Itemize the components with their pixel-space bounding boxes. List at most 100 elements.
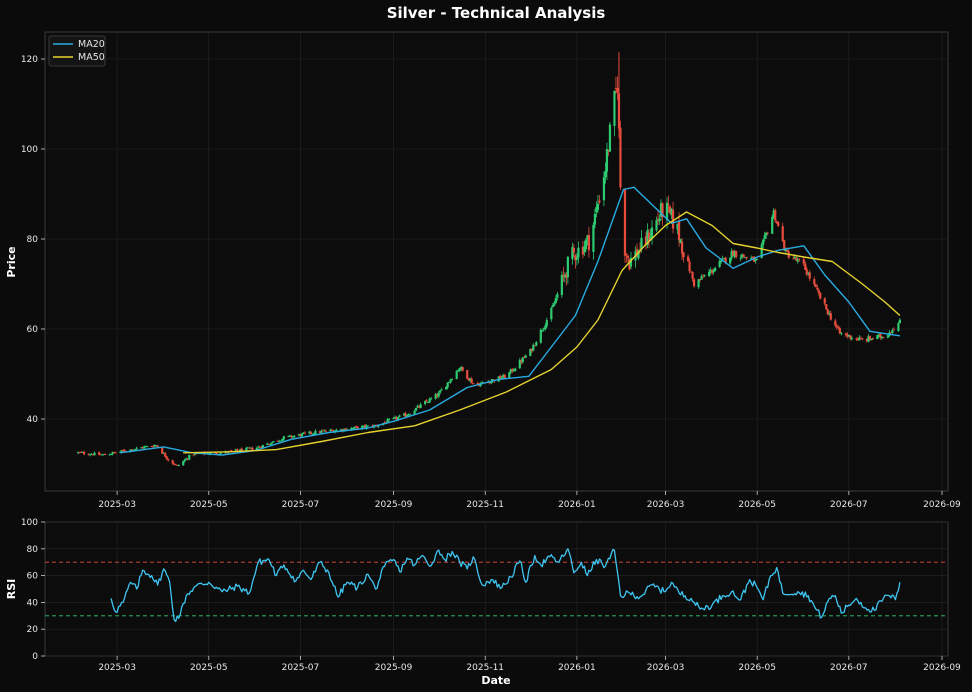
candle-body <box>879 333 882 338</box>
candle-body <box>754 258 757 261</box>
candle-body <box>849 335 852 339</box>
candle-body <box>276 440 279 442</box>
candle-body <box>91 454 95 456</box>
candle-body <box>658 218 661 222</box>
candle-body <box>535 342 538 346</box>
candle-body <box>293 435 296 437</box>
candle-body <box>595 207 598 213</box>
candle-body <box>261 445 264 448</box>
candle-body <box>544 325 547 329</box>
candle-body <box>290 435 293 438</box>
candle-body <box>763 235 766 240</box>
candle-body <box>649 236 652 241</box>
candle-body <box>646 230 649 245</box>
candle-body <box>239 449 242 452</box>
candle-body <box>329 429 332 432</box>
candle-body <box>640 237 643 249</box>
candle-body <box>680 241 684 254</box>
candle-body <box>362 425 365 427</box>
candle-body <box>300 433 304 437</box>
candle-body <box>565 273 568 278</box>
rsi-x-ticks: 2025-03 2025-05 2025-07 2025-09 2025-11 2026-… <box>98 656 961 673</box>
candle-body <box>876 335 879 340</box>
candle-body <box>518 360 521 369</box>
candle-body <box>318 430 322 433</box>
candle-body <box>99 454 102 456</box>
candle-body <box>655 220 658 231</box>
rsi-y-tick-label: 20 <box>27 625 39 635</box>
ma-line-ma20 <box>120 186 901 456</box>
candle-body <box>711 270 714 273</box>
rsi-grid <box>45 521 948 657</box>
candle-body <box>781 226 784 241</box>
candle-body <box>701 276 705 278</box>
candle-body <box>766 232 769 234</box>
candle-body <box>721 258 724 260</box>
candle-body <box>269 444 272 445</box>
candle-body <box>514 368 517 371</box>
candle-body <box>882 337 885 339</box>
candle-body <box>508 372 511 378</box>
candle-body <box>335 429 338 432</box>
candle-body <box>78 452 81 453</box>
candle-body <box>865 339 868 342</box>
candle-body <box>804 263 807 270</box>
candle-body <box>469 378 472 381</box>
candle-body <box>554 298 557 304</box>
candle-body <box>689 271 693 273</box>
candle-body <box>792 258 795 260</box>
candle-body <box>772 210 775 218</box>
price-y-tick-label: 100 <box>21 145 38 155</box>
rsi-y-axis-label: RSI <box>5 579 18 600</box>
candle-body <box>100 454 104 456</box>
candle-body <box>520 360 523 363</box>
candle-body <box>186 458 189 460</box>
candle-body <box>97 452 101 455</box>
candle-body <box>661 203 664 218</box>
rsi-x-tick-label: 2026-05 <box>738 663 776 673</box>
candle-body <box>608 124 612 152</box>
candle-body <box>858 337 861 341</box>
candle-body <box>185 458 188 460</box>
candle-body <box>647 232 651 242</box>
rsi-x-tick-label: 2026-01 <box>558 663 596 673</box>
candle-body <box>644 236 648 245</box>
candle-body <box>598 200 601 203</box>
candle-body <box>87 454 90 456</box>
candle-body <box>155 445 158 446</box>
candle-body <box>416 405 419 408</box>
candle-body <box>859 337 862 339</box>
candle-body <box>131 449 134 451</box>
candle-body <box>692 279 696 287</box>
candle-body <box>529 349 532 357</box>
candle-body <box>255 447 258 451</box>
candle-body <box>553 302 556 306</box>
rsi-x-tick-label: 2026-03 <box>647 663 685 673</box>
chart-title: Silver - Technical Analysis <box>387 4 606 22</box>
candle-body <box>840 333 843 335</box>
candle-body <box>353 426 356 429</box>
candle-body <box>143 446 146 449</box>
candle-body <box>817 290 820 294</box>
candle-body <box>146 446 149 447</box>
candle-body <box>282 436 285 440</box>
candle-body <box>668 206 672 213</box>
candle-body <box>563 275 566 278</box>
legend: MA20 MA50 <box>48 35 106 67</box>
candle-body <box>324 431 328 432</box>
candle-body <box>351 428 355 429</box>
candle-body <box>855 338 858 340</box>
rsi-y-tick-label: 60 <box>27 572 39 582</box>
candle-body <box>625 253 628 255</box>
candle-body <box>898 319 902 324</box>
candle-body <box>765 232 768 236</box>
candle-body <box>892 329 896 331</box>
candle-body <box>550 307 553 320</box>
candle-body <box>93 452 96 456</box>
candle-body <box>889 332 893 333</box>
candle-body <box>786 250 789 252</box>
candle-body <box>167 459 170 461</box>
candle-body <box>281 438 284 441</box>
candle-body <box>571 247 574 260</box>
candle-body <box>760 244 763 259</box>
